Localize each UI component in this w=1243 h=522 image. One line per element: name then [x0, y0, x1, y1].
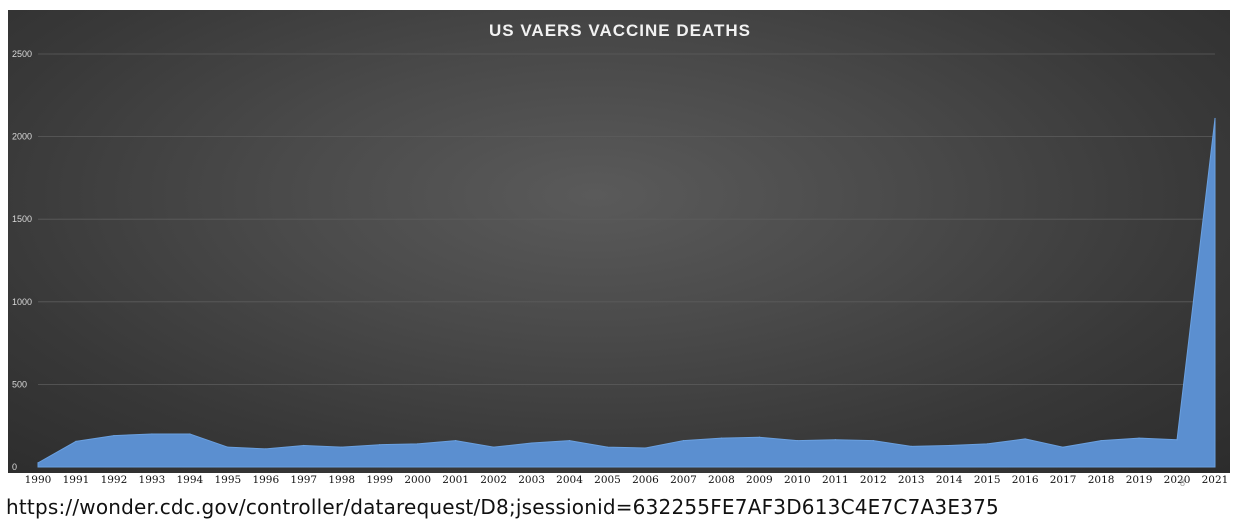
x-tick-label: 2018: [1088, 474, 1115, 486]
data-point-1995: [227, 446, 229, 448]
x-tick-label: 2000: [404, 474, 431, 486]
area-series: [37, 117, 1216, 468]
data-point-2007: [682, 439, 685, 442]
x-tick-label: 1993: [139, 474, 166, 486]
data-point-2005: [606, 446, 609, 448]
x-tick-label: 1998: [328, 474, 355, 486]
data-point-1992: [113, 435, 115, 437]
y-axis-ticks: 0 500 1000 1500 2000 2500: [12, 49, 32, 472]
x-tick-label: 2007: [670, 474, 697, 486]
data-point-2006: [644, 447, 647, 449]
page-number: 8: [1180, 478, 1186, 488]
x-tick-label: 2012: [860, 474, 887, 486]
data-point-2003: [530, 442, 533, 444]
y-tick-label: 2000: [12, 132, 32, 142]
data-point-1996: [265, 448, 267, 450]
data-point-2011: [834, 439, 836, 441]
data-point-1990: [37, 462, 39, 464]
data-point-2014: [948, 444, 950, 447]
x-tick-label: 1992: [101, 474, 128, 486]
data-point-2019: [1138, 437, 1140, 439]
data-point-1999: [379, 444, 381, 446]
x-tick-label: 2003: [518, 474, 545, 486]
x-tick-label: 2006: [632, 474, 659, 486]
x-tick-label: 1991: [63, 474, 90, 486]
x-tick-label: 2015: [974, 474, 1001, 486]
chart-panel: 0 500 1000 1500 2000 2500 1990 1991 1992 1993 199…: [8, 10, 1230, 486]
x-tick-label: 2013: [898, 474, 925, 486]
y-tick-label: 1000: [12, 297, 32, 307]
x-tick-label: 1994: [177, 474, 204, 486]
data-point-2018: [1100, 439, 1102, 442]
chart-title: US VAERS VACCINE DEATHS: [489, 21, 751, 40]
gridlines: [38, 53, 1215, 468]
x-tick-label: 1996: [252, 474, 279, 486]
data-point-1997: [303, 444, 305, 447]
x-tick-label: 2005: [594, 474, 621, 486]
x-axis-ticks: 1990 1991 1992 1993 1994 1995 1996 1997 1998 1999…: [25, 474, 1229, 486]
y-tick-label: 500: [12, 379, 27, 389]
data-point-2016: [1024, 438, 1026, 440]
data-point-2002: [493, 446, 495, 448]
x-tick-label: 1990: [25, 474, 52, 486]
data-point-2020: [1176, 439, 1178, 441]
x-tick-label: 2014: [936, 474, 963, 486]
data-point-2001: [455, 439, 457, 442]
x-axis-band: [8, 473, 1230, 485]
x-tick-label: 2011: [822, 474, 849, 486]
x-tick-label: 2004: [556, 474, 583, 486]
x-tick-label: 1999: [366, 474, 393, 486]
data-point-1993: [151, 433, 153, 435]
data-point-2021: [1214, 117, 1216, 120]
data-point-2008: [720, 437, 723, 439]
area-fill: [37, 118, 1216, 468]
x-tick-label: 2017: [1050, 474, 1077, 486]
data-point-1998: [341, 446, 343, 448]
x-tick-label: 2020: [1164, 474, 1191, 486]
data-point-2004: [568, 439, 571, 442]
x-tick-label: 2010: [784, 474, 811, 486]
x-tick-label: 1995: [214, 474, 241, 486]
data-point-2000: [417, 443, 419, 445]
x-tick-label: 2019: [1126, 474, 1153, 486]
x-tick-label: 2001: [442, 474, 469, 486]
x-tick-label: 1997: [290, 474, 317, 486]
x-tick-label: 2009: [746, 474, 773, 486]
data-point-1994: [189, 433, 191, 435]
data-point-2009: [758, 436, 760, 438]
data-point-2010: [796, 439, 798, 442]
x-tick-label: 2016: [1012, 474, 1039, 486]
data-point-2012: [872, 439, 874, 442]
source-url: https://wonder.cdc.gov/controller/datare…: [6, 495, 999, 519]
data-point-2017: [1062, 446, 1064, 448]
data-point-2013: [910, 445, 912, 447]
x-tick-label: 2021: [1202, 474, 1229, 486]
x-tick-label: 2002: [480, 474, 507, 486]
y-tick-label: 2500: [12, 49, 32, 59]
data-point-1991: [75, 440, 77, 442]
y-tick-label: 1500: [12, 214, 32, 224]
data-point-2015: [986, 443, 988, 445]
y-tick-label: 0: [12, 462, 17, 472]
x-tick-label: 2008: [708, 474, 735, 486]
